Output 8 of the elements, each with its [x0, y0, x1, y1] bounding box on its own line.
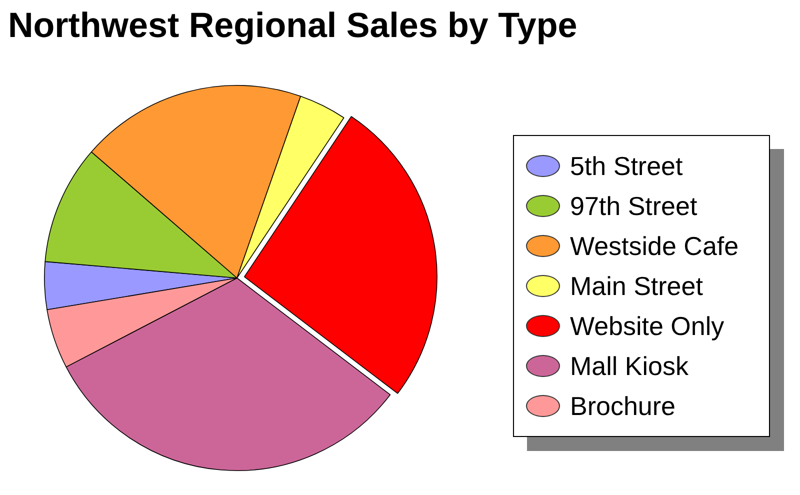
legend-label: Mall Kiosk [570, 350, 688, 382]
chart-title: Northwest Regional Sales by Type [8, 6, 578, 46]
legend-label: Website Only [570, 310, 724, 342]
legend-label: 5th Street [570, 150, 683, 182]
legend-label: 97th Street [570, 190, 698, 222]
legend-label: Main Street [570, 270, 703, 302]
legend-label: Brochure [570, 390, 676, 422]
legend-label: Westside Cafe [570, 230, 739, 262]
